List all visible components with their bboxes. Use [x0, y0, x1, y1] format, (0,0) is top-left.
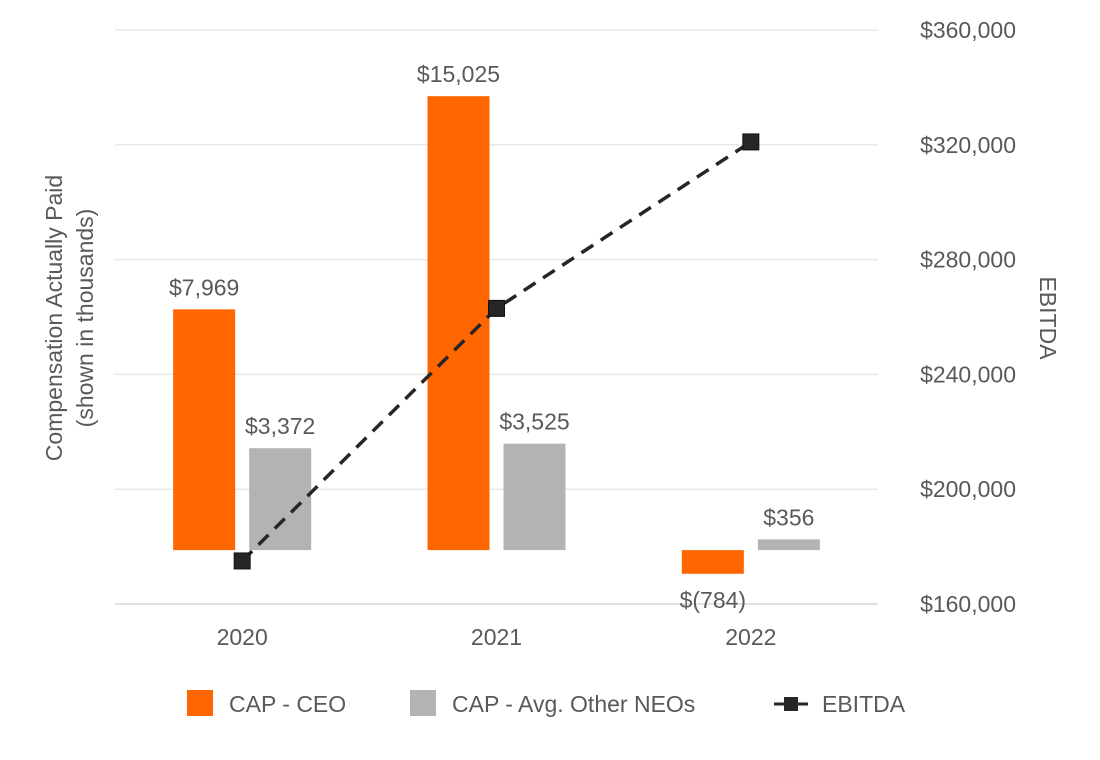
legend-label-cap-other-neos: CAP - Avg. Other NEOs: [452, 691, 695, 717]
right-axis-tick-label: $160,000: [920, 591, 1016, 617]
bar-cap-ceo: [173, 309, 236, 551]
left-axis-subtitle: (shown in thousands): [72, 209, 98, 428]
x-axis-tick-label: 2020: [217, 624, 268, 650]
legend-marker-ebitda: [784, 697, 798, 711]
bar-cap-other-neos: [757, 539, 820, 551]
left-axis-title: Compensation Actually Paid: [41, 175, 67, 461]
data-label-cap-other-neos: $356: [763, 504, 814, 530]
ebitda-marker: [488, 299, 505, 317]
bar-cap-ceo: [681, 550, 744, 574]
data-label-cap-other-neos: $3,525: [499, 409, 569, 435]
right-axis-title: EBITDA: [1035, 276, 1061, 360]
data-label-cap-ceo: $(784): [680, 587, 746, 613]
gridlines: [115, 29, 878, 605]
right-axis-tick-label: $320,000: [920, 132, 1016, 158]
right-axis-tick-label: $200,000: [920, 476, 1016, 502]
right-axis-tick-label: $240,000: [920, 361, 1016, 387]
legend-label-cap-ceo: CAP - CEO: [229, 691, 346, 717]
data-label-cap-other-neos: $3,372: [245, 413, 315, 439]
legend-swatch-cap-ceo: [187, 690, 213, 716]
bar-cap-other-neos: [503, 443, 566, 551]
ebitda-line-path: [240, 140, 752, 563]
right-axis-tick-label: $360,000: [920, 17, 1016, 43]
bars: [173, 96, 820, 574]
data-label-cap-ceo: $15,025: [417, 61, 500, 87]
ebitda-line: [233, 133, 760, 570]
data-labels: $7,969 $15,025 $(784) $3,372 $3,525 $356: [169, 61, 814, 613]
legend-swatch-cap-other-neos: [410, 690, 436, 716]
x-axis-tick-label: 2022: [725, 624, 776, 650]
bar-cap-ceo: [427, 96, 490, 551]
bar-cap-other-neos: [249, 448, 312, 551]
legend-label-ebitda: EBITDA: [822, 691, 906, 717]
axes: Compensation Actually Paid (shown in tho…: [41, 17, 1061, 650]
ebitda-marker: [233, 552, 251, 570]
legend: CAP - CEO CAP - Avg. Other NEOs EBITDA: [187, 690, 906, 717]
data-label-cap-ceo: $7,969: [169, 274, 239, 300]
right-axis-tick-label: $280,000: [920, 247, 1016, 273]
x-axis-tick-label: 2021: [471, 624, 522, 650]
ebitda-marker: [742, 133, 760, 151]
